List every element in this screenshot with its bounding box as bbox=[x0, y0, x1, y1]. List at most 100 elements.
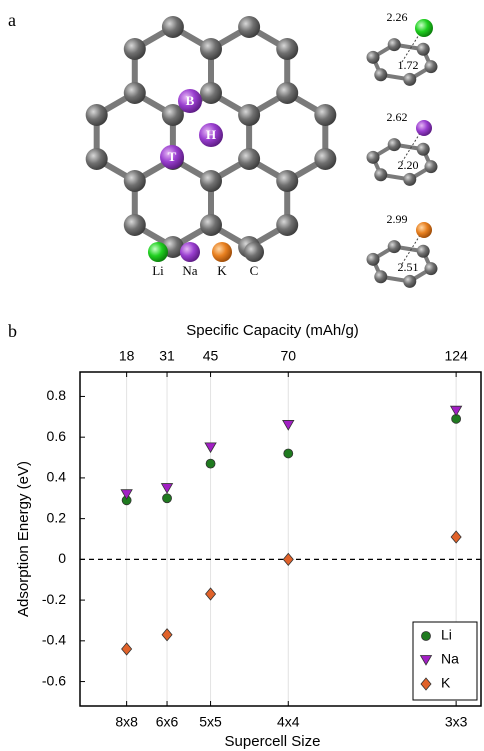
adatom bbox=[415, 19, 433, 37]
carbon-atom bbox=[424, 60, 437, 73]
panel-label: a bbox=[8, 10, 16, 30]
point bbox=[163, 494, 172, 503]
carbon-atom bbox=[314, 104, 336, 126]
carbon-atom bbox=[374, 168, 387, 181]
panel-label: b bbox=[8, 321, 17, 341]
carbon-atom bbox=[276, 38, 298, 60]
carbon-atom bbox=[417, 245, 430, 258]
x2-tick-label: 70 bbox=[280, 348, 296, 364]
y-axis-title: Adsorption Energy (eV) bbox=[15, 461, 32, 617]
x-axis-title: Supercell Size bbox=[225, 733, 321, 750]
x2-tick-label: 31 bbox=[159, 348, 175, 364]
point bbox=[451, 531, 461, 543]
carbon-atom bbox=[403, 275, 416, 288]
carbon-atom bbox=[162, 16, 184, 38]
carbon-atom bbox=[124, 170, 146, 192]
legend-atom bbox=[212, 242, 232, 262]
point bbox=[205, 443, 216, 453]
y-tick-label: 0.2 bbox=[47, 509, 67, 525]
x-tick-label: 3x3 bbox=[445, 714, 468, 730]
legend-atom bbox=[148, 242, 168, 262]
carbon-atom bbox=[276, 170, 298, 192]
legend-marker bbox=[422, 632, 431, 641]
carbon-atom bbox=[424, 160, 437, 173]
legend-label: Li bbox=[152, 263, 164, 278]
x-tick-label: 6x6 bbox=[156, 714, 179, 730]
y-tick-label: 0.4 bbox=[47, 469, 67, 485]
carbon-atom bbox=[200, 170, 222, 192]
carbon-atom bbox=[403, 73, 416, 86]
carbon-atom bbox=[314, 148, 336, 170]
site-label: B bbox=[186, 93, 195, 108]
carbon-atom bbox=[388, 240, 401, 253]
legend-label: C bbox=[250, 263, 259, 278]
y-tick-label: 0.6 bbox=[47, 428, 67, 444]
carbon-atom bbox=[200, 214, 222, 236]
carbon-atom bbox=[276, 214, 298, 236]
carbon-atom bbox=[86, 104, 108, 126]
carbon-atom bbox=[388, 138, 401, 151]
carbon-atom bbox=[417, 143, 430, 156]
point bbox=[284, 449, 293, 458]
site-label: T bbox=[168, 149, 177, 164]
carbon-atom bbox=[124, 38, 146, 60]
site-label: H bbox=[206, 127, 216, 142]
legend-label: Li bbox=[441, 627, 452, 643]
carbon-atom bbox=[374, 68, 387, 81]
carbon-atom bbox=[367, 253, 380, 266]
carbon-atom bbox=[124, 214, 146, 236]
carbon-atom bbox=[238, 148, 260, 170]
adatom bbox=[416, 120, 432, 136]
figure: a B H T Li Na K C 2.26 1.72 2.62 2.20 2.99 2.51 b -… bbox=[0, 0, 484, 751]
carbon-atom bbox=[388, 38, 401, 51]
y-tick-label: -0.6 bbox=[42, 672, 66, 688]
point bbox=[206, 459, 215, 468]
carbon-atom bbox=[238, 16, 260, 38]
y-tick-label: -0.4 bbox=[42, 632, 66, 648]
legend-label: K bbox=[217, 263, 227, 278]
legend-atom bbox=[180, 242, 200, 262]
carbon-atom bbox=[403, 173, 416, 186]
bond-length: 2.99 bbox=[387, 212, 408, 226]
carbon-atom bbox=[238, 104, 260, 126]
legend-atom bbox=[244, 242, 264, 262]
point bbox=[206, 588, 216, 600]
bond-length: 2.62 bbox=[387, 110, 408, 124]
bond-length: 2.51 bbox=[398, 260, 419, 274]
point bbox=[162, 629, 172, 641]
x-tick-label: 4x4 bbox=[277, 714, 300, 730]
x2-axis-title: Specific Capacity (mAh/g) bbox=[186, 322, 359, 339]
carbon-atom bbox=[200, 38, 222, 60]
carbon-atom bbox=[367, 51, 380, 64]
point bbox=[122, 643, 132, 655]
adatom bbox=[416, 222, 432, 238]
carbon-atom bbox=[367, 151, 380, 164]
bond-length: 2.20 bbox=[398, 158, 419, 172]
carbon-atom bbox=[276, 82, 298, 104]
bond-length: 2.26 bbox=[387, 10, 408, 24]
point bbox=[283, 553, 293, 565]
x2-tick-label: 124 bbox=[444, 348, 468, 364]
graphene-lattice: B H T Li Na K C bbox=[86, 16, 337, 278]
x2-tick-label: 18 bbox=[119, 348, 135, 364]
point bbox=[283, 420, 294, 430]
x-tick-label: 5x5 bbox=[199, 714, 222, 730]
adsorption-geometries: 2.26 1.72 2.62 2.20 2.99 2.51 bbox=[367, 10, 438, 288]
carbon-atom bbox=[424, 262, 437, 275]
carbon-atom bbox=[417, 43, 430, 56]
legend-label: K bbox=[441, 675, 451, 691]
y-tick-label: 0 bbox=[58, 550, 66, 566]
legend-label: Na bbox=[441, 651, 459, 667]
carbon-atom bbox=[374, 270, 387, 283]
carbon-atom bbox=[124, 82, 146, 104]
x-tick-label: 8x8 bbox=[115, 714, 138, 730]
y-tick-label: -0.2 bbox=[42, 591, 66, 607]
carbon-atom bbox=[200, 82, 222, 104]
carbon-atom bbox=[86, 148, 108, 170]
point bbox=[162, 484, 173, 494]
bond-length: 1.72 bbox=[398, 58, 419, 72]
x2-tick-label: 45 bbox=[203, 348, 219, 364]
y-tick-label: 0.8 bbox=[47, 387, 67, 403]
legend-label: Na bbox=[182, 263, 197, 278]
point bbox=[451, 406, 462, 416]
